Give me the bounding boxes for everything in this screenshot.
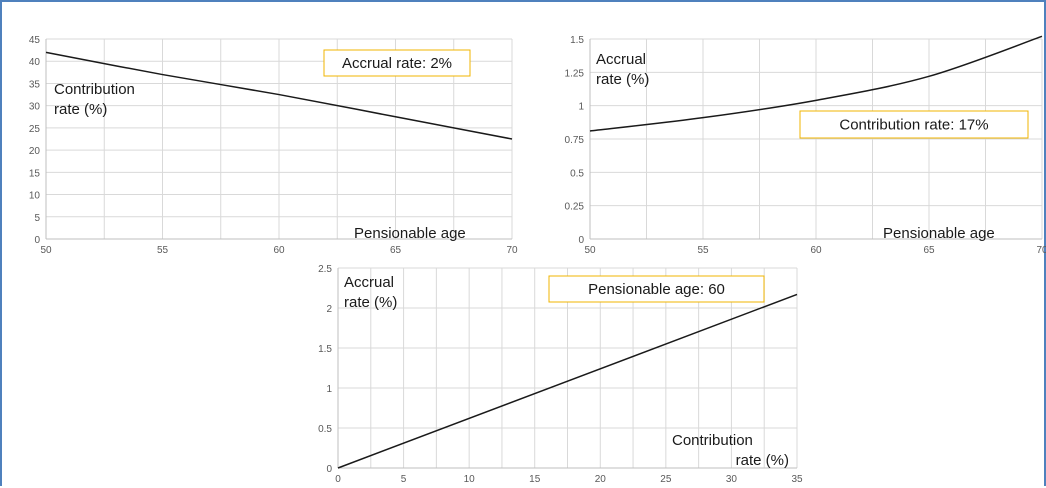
chart-contribution-vs-age: 0 5 10 15 20 25 30 35 40 45 50 55 60 65 70 Contribution… (29, 35, 518, 256)
x-tick-label: 30 (726, 474, 738, 485)
y-axis-label: Contribution (54, 81, 135, 98)
x-tick-label: 55 (697, 245, 709, 256)
y-axis-label: rate (%) (54, 101, 107, 118)
x-tick-label: 70 (506, 245, 518, 256)
annotation-label: Contribution rate: 17% (839, 117, 988, 134)
x-tick-label: 20 (595, 474, 607, 485)
chart-accrual-vs-contribution: 0 0.5 1 1.5 2 2.5 0 5 10 15 20 25 30 35 Accrual rate (%… (318, 264, 803, 485)
x-tick-label: 60 (810, 245, 822, 256)
y-axis-label: Accrual (596, 51, 646, 68)
x-tick-label: 55 (157, 245, 169, 256)
x-tick-label: 25 (660, 474, 672, 485)
y-tick-label: 1.25 (565, 68, 585, 79)
y-tick-label: 15 (29, 168, 41, 179)
x-axis-label: Pensionable age (354, 225, 466, 242)
x-tick-label: 50 (584, 245, 596, 256)
y-tick-label: 0 (578, 235, 584, 246)
y-tick-label: 1.5 (570, 35, 584, 46)
y-tick-label: 10 (29, 191, 41, 202)
x-tick-label: 50 (40, 245, 52, 256)
y-tick-label: 5 (34, 213, 40, 224)
x-tick-label: 10 (464, 474, 476, 485)
y-tick-label: 2 (326, 304, 332, 315)
y-tick-label: 20 (29, 146, 41, 157)
y-tick-label: 0 (34, 235, 40, 246)
y-tick-label: 0.75 (565, 135, 585, 146)
y-tick-label: 0.5 (318, 424, 332, 435)
annotation-label: Accrual rate: 2% (342, 55, 452, 72)
y-axis-label: rate (%) (596, 71, 649, 88)
x-tick-label: 35 (791, 474, 803, 485)
x-axis-label: Pensionable age (883, 225, 995, 242)
annotation-box (799, 110, 1029, 139)
x-tick-label: 0 (335, 474, 341, 485)
annotation-box (548, 275, 765, 303)
y-axis-label: rate (%) (344, 294, 397, 311)
y-tick-label: 1 (578, 102, 584, 113)
y-tick-label: 0.5 (570, 168, 584, 179)
x-tick-label: 65 (390, 245, 402, 256)
x-tick-label: 5 (401, 474, 407, 485)
y-tick-label: 40 (29, 57, 41, 68)
x-axis-label: Contribution (672, 432, 753, 449)
y-tick-label: 0.25 (565, 202, 585, 213)
y-tick-label: 0 (326, 464, 332, 475)
x-tick-label: 60 (273, 245, 285, 256)
x-tick-label: 65 (923, 245, 935, 256)
x-axis-label: rate (%) (736, 452, 789, 469)
chart-accrual-vs-age: 0 0.25 0.5 0.75 1 1.25 1.5 50 55 60 65 70 Accrual rat… (565, 35, 1046, 256)
x-tick-label: 15 (529, 474, 541, 485)
series-line (589, 35, 1043, 132)
y-tick-label: 35 (29, 79, 41, 90)
y-tick-label: 1 (326, 384, 332, 395)
x-tick-label: 70 (1036, 245, 1046, 256)
y-axis-label: Accrual (344, 274, 394, 291)
y-tick-label: 1.5 (318, 344, 332, 355)
y-tick-label: 2.5 (318, 264, 332, 275)
y-tick-label: 45 (29, 35, 41, 46)
annotation-label: Pensionable age: 60 (588, 281, 725, 298)
annotation-box (323, 49, 471, 77)
series-line (45, 51, 513, 140)
series-line (337, 293, 798, 469)
y-tick-label: 25 (29, 124, 41, 135)
y-tick-label: 30 (29, 102, 41, 113)
